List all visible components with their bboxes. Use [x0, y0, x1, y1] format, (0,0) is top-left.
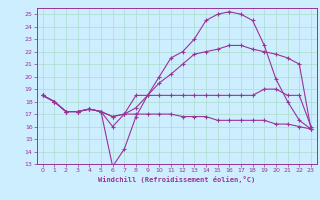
X-axis label: Windchill (Refroidissement éolien,°C): Windchill (Refroidissement éolien,°C) [98, 176, 255, 183]
